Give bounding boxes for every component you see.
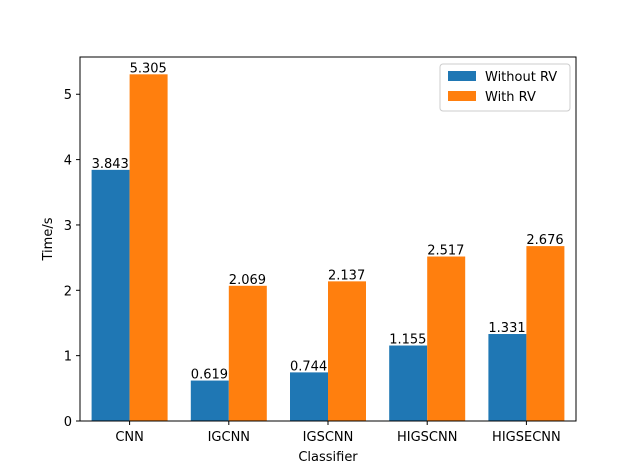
data-label-higsecnn-with-rv: 2.676 bbox=[526, 233, 563, 248]
data-label-igcnn-with-rv: 2.069 bbox=[229, 273, 266, 288]
legend-label-with-rv: With RV bbox=[485, 90, 536, 105]
axes-layer: CNN IGCNN IGSCNN HIGSCNN HIGSECNN 0 1 2 3 4 5 bbox=[64, 56, 577, 445]
legend-label-without-rv: Without RV bbox=[485, 70, 557, 85]
data-label-igcnn-without-rv: 0.619 bbox=[191, 368, 228, 383]
bar-higsecnn-without-rv bbox=[488, 334, 527, 421]
y-tick-label-3: 3 bbox=[64, 219, 72, 234]
x-tick-label-cnn: CNN bbox=[115, 430, 144, 445]
data-label-higsecnn-without-rv: 1.331 bbox=[488, 321, 525, 336]
x-axis-title: Classifier bbox=[298, 450, 358, 465]
y-axis-title: Time/s bbox=[41, 217, 56, 261]
bars-layer bbox=[91, 74, 565, 421]
data-label-cnn-without-rv: 3.843 bbox=[92, 157, 129, 172]
data-labels-layer: 3.843 5.305 0.619 2.069 0.744 2.137 1.155 2.517… bbox=[92, 61, 564, 382]
bar-igcnn-without-rv bbox=[190, 380, 229, 421]
x-tick-label-higsecnn: HIGSECNN bbox=[492, 430, 561, 445]
y-tick-label-1: 1 bbox=[64, 350, 72, 365]
bar-higscnn-without-rv bbox=[389, 345, 428, 421]
legend: Without RV With RV bbox=[439, 63, 571, 112]
data-label-cnn-with-rv: 5.305 bbox=[130, 61, 167, 76]
bar-higsecnn-with-rv bbox=[526, 246, 565, 421]
y-tick-label-2: 2 bbox=[64, 284, 72, 299]
x-tick-label-higscnn: HIGSCNN bbox=[397, 430, 457, 445]
bar-igscnn-with-rv bbox=[328, 281, 366, 421]
bar-igscnn-without-rv bbox=[290, 372, 328, 421]
bar-cnn-with-rv bbox=[129, 74, 168, 421]
x-tick-label-igscnn: IGSCNN bbox=[303, 430, 354, 445]
data-label-igscnn-with-rv: 2.137 bbox=[328, 268, 365, 283]
y-tick-label-4: 4 bbox=[64, 154, 72, 169]
bar-cnn-without-rv bbox=[91, 169, 130, 421]
data-label-igscnn-without-rv: 0.744 bbox=[290, 359, 327, 374]
x-tick-label-igcnn: IGCNN bbox=[208, 430, 250, 445]
y-tick-label-5: 5 bbox=[64, 88, 72, 103]
y-tick-label-0: 0 bbox=[64, 415, 72, 430]
legend-swatch-without-rv bbox=[448, 71, 476, 81]
data-label-higscnn-with-rv: 2.517 bbox=[427, 244, 464, 259]
plot-frame bbox=[79, 56, 577, 422]
data-label-higscnn-without-rv: 1.155 bbox=[389, 333, 426, 348]
bar-higscnn-with-rv bbox=[427, 256, 466, 421]
legend-swatch-with-rv bbox=[448, 91, 476, 101]
bar-igcnn-with-rv bbox=[228, 285, 267, 421]
